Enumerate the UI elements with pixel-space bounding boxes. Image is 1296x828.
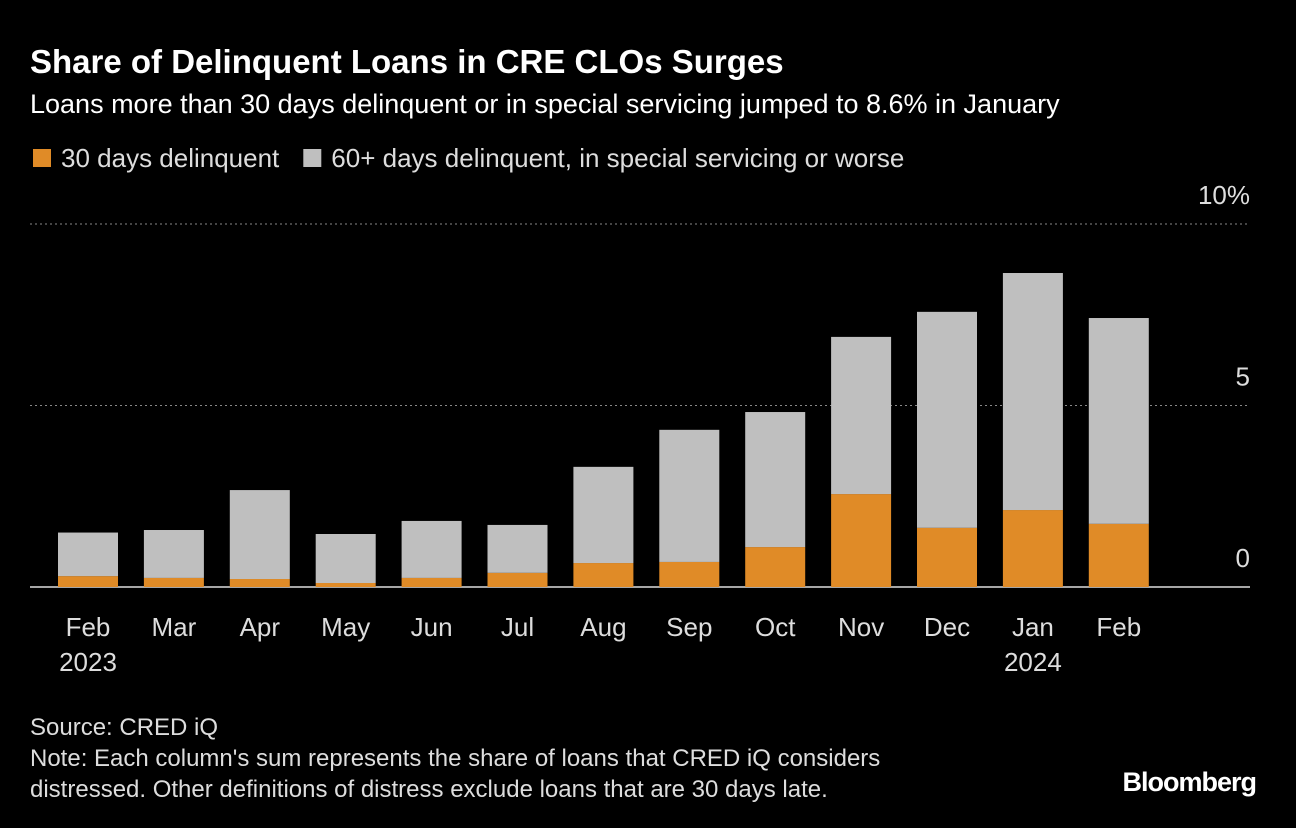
bar-segment xyxy=(831,336,892,495)
bar-segment xyxy=(315,583,376,587)
branding: Bloomberg xyxy=(1122,767,1256,797)
source: Source: CRED iQ xyxy=(30,714,218,741)
bar-segment xyxy=(573,466,634,564)
x-tick-label: Mar xyxy=(152,612,197,642)
bar-segment xyxy=(659,561,720,587)
legend-label: 30 days delinquent xyxy=(61,143,280,173)
legend-label: 60+ days delinquent, in special servicin… xyxy=(331,143,904,173)
x-tick-label: Jun xyxy=(411,612,453,642)
legend-swatch xyxy=(303,149,322,167)
bar-segment xyxy=(1088,523,1149,587)
y-tick-label: 10% xyxy=(1198,180,1250,210)
bar-segment xyxy=(58,532,118,577)
note: Note: Each column's sum represents the s… xyxy=(30,745,880,772)
bar-segment xyxy=(917,527,977,587)
y-tick-label: 5 xyxy=(1236,362,1250,392)
x-tick-label: Oct xyxy=(755,612,796,642)
x-tick-label: Jul xyxy=(501,612,534,642)
bar-segment xyxy=(58,576,118,587)
x-tick-label: Sep xyxy=(666,612,712,642)
bar-segment xyxy=(487,572,548,587)
bar-segment xyxy=(1002,273,1063,511)
bar-segment xyxy=(143,577,204,587)
x-tick-label: Feb xyxy=(66,612,111,642)
x-year-label: 2024 xyxy=(1004,647,1062,677)
note: distressed. Other definitions of distres… xyxy=(30,776,828,803)
bar-segment xyxy=(745,412,806,548)
bar-segment xyxy=(315,534,376,584)
x-tick-label: May xyxy=(321,612,370,642)
bar-segment xyxy=(143,530,204,578)
x-tick-label: Nov xyxy=(838,612,884,642)
y-tick-label: 0 xyxy=(1236,543,1250,573)
bar-segment xyxy=(573,563,634,587)
legend-swatch xyxy=(33,149,51,167)
x-tick-label: Dec xyxy=(924,612,970,642)
bar-segment xyxy=(229,579,290,587)
bar-segment xyxy=(831,494,892,587)
bar-segment xyxy=(487,524,548,573)
bar-segment xyxy=(745,547,806,587)
chart-subtitle: Loans more than 30 days delinquent or in… xyxy=(30,89,1060,119)
bar-segment xyxy=(917,311,977,528)
x-tick-label: Jan xyxy=(1012,612,1054,642)
x-tick-label: Feb xyxy=(1096,612,1141,642)
bar-segment xyxy=(229,490,290,580)
bar-segment xyxy=(1002,510,1063,587)
x-tick-label: Apr xyxy=(240,612,281,642)
x-year-label: 2023 xyxy=(59,647,117,677)
bar-segment xyxy=(401,520,462,578)
bar-segment xyxy=(659,429,720,562)
chart-title: Share of Delinquent Loans in CRE CLOs Su… xyxy=(30,43,784,80)
bar-segment xyxy=(1088,318,1149,524)
bar-segment xyxy=(401,577,462,587)
x-tick-label: Aug xyxy=(580,612,626,642)
